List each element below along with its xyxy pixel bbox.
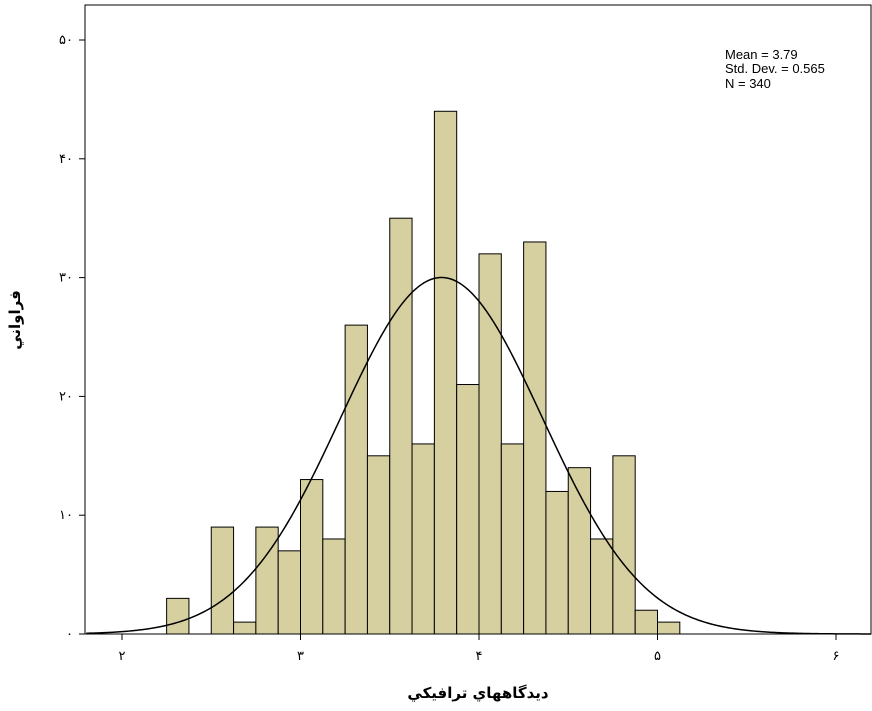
histogram-bar-20 — [634, 609, 658, 635]
histogram-bar-13 — [478, 253, 502, 635]
histogram-bar-15 — [523, 241, 547, 635]
y-tick-label-4: ۴۰ — [59, 152, 73, 167]
histogram-bar-11 — [433, 110, 458, 635]
y-tick-label-3: ۳۰ — [59, 271, 73, 286]
histogram-bar-2 — [233, 621, 257, 635]
x-tick-label-4: ۶ — [833, 649, 840, 664]
histogram-bar-0 — [166, 597, 190, 635]
histogram-bar-12 — [456, 384, 480, 635]
x-axis-title: ديدگاههاي ترافيكي — [407, 684, 549, 703]
histogram-bars — [166, 110, 681, 635]
histogram-bar-10 — [411, 443, 435, 635]
stats-mean: Mean = 3.79 — [725, 47, 798, 62]
histogram-bar-18 — [590, 538, 614, 635]
y-axis: ۰ ۱۰ ۲۰ ۳۰ ۴۰ ۵۰ — [59, 33, 85, 642]
histogram-bar-14 — [500, 443, 525, 635]
y-tick-label-5: ۵۰ — [59, 33, 73, 48]
x-tick-label-0: ۲ — [119, 649, 126, 664]
y-tick-label-2: ۲۰ — [59, 389, 73, 404]
stats-n: N = 340 — [725, 76, 771, 91]
x-axis: ۲ ۳ ۴ ۵ ۶ — [119, 634, 840, 664]
x-tick-label-3: ۵ — [654, 649, 661, 664]
histogram-bar-8 — [366, 455, 391, 635]
stats-box: Mean = 3.79 Std. Dev. = 0.565 N = 340 — [725, 47, 825, 91]
histogram-bar-1 — [210, 526, 235, 635]
y-axis-title: فراواني — [6, 290, 24, 350]
histogram-bar-6 — [322, 538, 346, 635]
histogram-bar-16 — [545, 490, 569, 635]
y-tick-label-0: ۰ — [66, 627, 73, 642]
histogram-bar-21 — [657, 621, 681, 635]
histogram-bar-4 — [277, 550, 301, 635]
x-tick-label-1: ۳ — [297, 649, 304, 664]
stats-std-dev: Std. Dev. = 0.565 — [725, 61, 825, 76]
histogram-bar-9 — [389, 217, 413, 635]
normal-curve — [86, 276, 871, 635]
y-tick-label-1: ۱۰ — [59, 508, 73, 523]
x-tick-label-2: ۴ — [476, 649, 483, 664]
histogram-bar-7 — [344, 324, 368, 635]
histogram-bar-5 — [300, 479, 324, 635]
histogram-bar-19 — [612, 455, 636, 635]
